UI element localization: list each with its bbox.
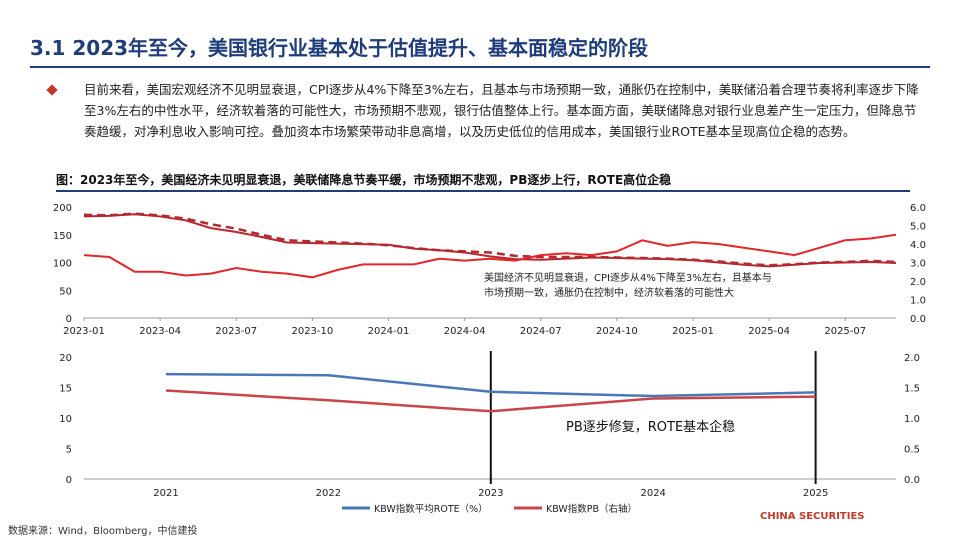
y-right-tick-label: 0.0 (910, 314, 926, 325)
y-right-tick-label: 1.0 (904, 414, 920, 425)
x-tick-label: 2023-04 (139, 326, 181, 336)
x-tick-label: 2025-07 (824, 326, 866, 336)
series-line-3 (83, 233, 897, 279)
legend-label: KBW指数PB（右轴） (546, 503, 637, 515)
y-right-tick-label: 2.0 (904, 353, 920, 364)
x-tick-label: 2023 (478, 488, 503, 499)
y-left-tick-label: 150 (53, 231, 72, 242)
source-note: 数据来源：Wind，Bloomberg，中信建投 (8, 526, 198, 537)
page-title: 3.1 2023年至今，美国银行业基本处于估值提升、基本面稳定的阶段 (30, 36, 649, 60)
y-right-tick-label: 0.0 (904, 475, 920, 486)
x-tick-label: 2025-01 (672, 326, 714, 336)
y-right-tick-label: 5.0 (910, 222, 926, 233)
y-right-tick-label: 0.5 (904, 445, 920, 456)
series-line-2 (165, 389, 816, 413)
x-tick-label: 2024-07 (520, 326, 562, 336)
x-tick-label: 2023-01 (63, 326, 105, 336)
y-left-tick-label: 200 (53, 203, 72, 214)
y-right-tick-label: 3.0 (910, 259, 926, 270)
y-left-tick-label: 10 (59, 414, 72, 425)
y-right-tick-label: 6.0 (910, 203, 926, 214)
y-right-tick-label: 4.0 (910, 240, 926, 251)
figure-title: 图：2023年至今，美国经济未见明显衰退，美联储降息节奏平缓，市场预期不悲观，P… (56, 173, 672, 187)
series-line-1 (165, 372, 816, 398)
y-left-tick-label: 15 (59, 384, 72, 395)
y-left-tick-label: 20 (59, 353, 72, 364)
y-left-tick-label: 5 (66, 445, 72, 456)
x-tick-label: 2023-10 (291, 326, 333, 336)
y-left-tick-label: 50 (59, 286, 72, 297)
chart-annotation: PB逐步修复，ROTE基本企稳 (566, 419, 735, 435)
legend-label: KBW指数平均ROTE（%） (374, 503, 488, 515)
x-tick-label: 2021 (153, 488, 178, 499)
y-left-tick-label: 0 (66, 314, 72, 325)
title-divider (30, 66, 930, 68)
y-right-tick-label: 1.0 (910, 296, 926, 307)
y-right-tick-label: 2.0 (910, 277, 926, 288)
chart-annotation: 市场预期一致，通胀仍在控制中，经济软着落的可能性大 (484, 286, 734, 299)
x-tick-label: 2025 (803, 488, 828, 499)
top-chart: 200 150 100 50 0 6.0 5.0 4.0 3.0 2.0 1.0 0.0 2023-01… (53, 203, 926, 336)
x-tick-label: 2024-10 (596, 326, 638, 336)
figure-divider (56, 190, 910, 192)
chart-annotation: 美国经济不见明显衰退，CPI逐步从4%下降至3%左右，且基本与 (484, 271, 772, 284)
x-tick-label: 2022 (316, 488, 341, 499)
x-tick-label: 2024-04 (444, 326, 486, 336)
y-left-tick-label: 100 (53, 259, 72, 270)
summary-paragraph: 目前来看，美国宏观经济不见明显衰退，CPI逐步从4%下降至3%左右，且基本与市场… (84, 82, 919, 139)
x-tick-label: 2023-07 (215, 326, 257, 336)
x-tick-label: 2024 (640, 488, 665, 499)
bullet-diamond-icon (46, 84, 58, 96)
brand-logo: CHINA SECURITIES (760, 511, 865, 522)
series-line-2 (83, 212, 897, 267)
x-tick-label: 2024-01 (368, 326, 410, 336)
x-tick-label: 2025-04 (748, 326, 790, 336)
bottom-chart: 20 15 10 5 0 2.0 1.5 1.0 0.5 0.0 2021 2022 2023 2024 2… (59, 351, 920, 515)
y-right-tick-label: 1.5 (904, 384, 920, 395)
y-left-tick-label: 0 (66, 475, 72, 486)
